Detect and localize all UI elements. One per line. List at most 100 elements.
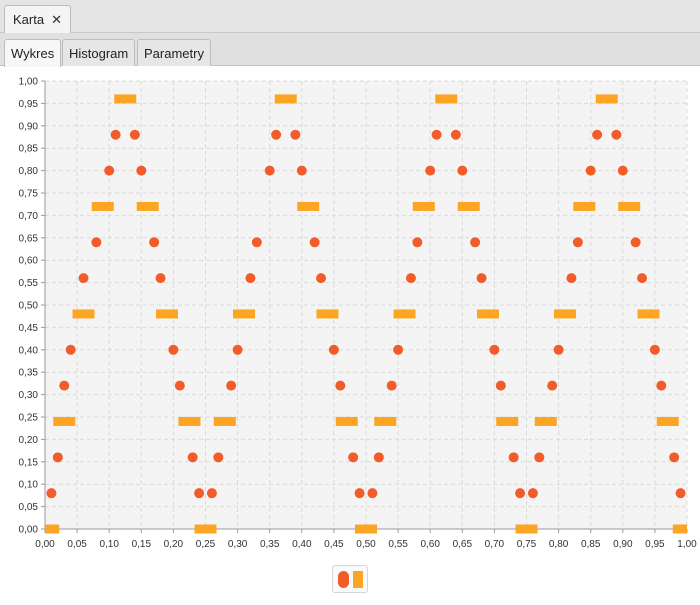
x-tick-label: 0,60 (420, 539, 440, 550)
bar-marker (457, 201, 480, 211)
data-point (104, 165, 115, 176)
bar-marker (412, 201, 435, 211)
data-point (328, 344, 339, 355)
bar-marker (355, 524, 377, 534)
data-point (553, 344, 564, 355)
tab-parametry[interactable]: Parametry (137, 39, 211, 66)
data-point (393, 344, 404, 355)
document-tab-bar: Karta ✕ (0, 0, 700, 33)
y-tick-label: 0,95 (19, 99, 39, 110)
data-point (59, 380, 70, 391)
data-point (527, 488, 538, 499)
bar-marker (178, 416, 201, 426)
data-point (354, 488, 365, 499)
y-tick-label: 0,55 (19, 278, 39, 289)
x-tick-label: 0,35 (260, 539, 280, 550)
data-point (271, 129, 282, 140)
bar-marker (534, 416, 557, 426)
y-tick-label: 0,20 (19, 435, 39, 446)
data-point (149, 237, 160, 248)
data-point (187, 452, 198, 463)
close-icon[interactable]: ✕ (51, 11, 62, 27)
tab-histogram[interactable]: Histogram (62, 39, 136, 66)
bar-marker (45, 524, 60, 534)
y-tick-label: 0,85 (19, 144, 39, 155)
data-point (335, 380, 346, 391)
bar-marker (155, 309, 178, 319)
y-tick-label: 0,90 (19, 121, 39, 132)
data-point (592, 129, 603, 140)
data-point (669, 452, 680, 463)
bar-marker (374, 416, 397, 426)
data-point (245, 273, 256, 284)
document-tab-label: Karta (13, 12, 45, 27)
bar-marker (194, 524, 217, 534)
data-point (431, 129, 442, 140)
data-point (290, 129, 301, 140)
data-point (405, 273, 416, 284)
data-point (316, 273, 327, 284)
x-tick-label: 0,75 (517, 539, 537, 550)
document-tab-karta[interactable]: Karta ✕ (4, 5, 71, 33)
data-point (585, 165, 596, 176)
y-tick-label: 1,00 (19, 77, 39, 88)
bar-marker (573, 201, 596, 211)
data-point (470, 237, 481, 248)
chart-legend[interactable] (332, 565, 368, 593)
bar-marker (656, 416, 679, 426)
data-point (194, 488, 205, 499)
y-tick-label: 0,65 (19, 233, 39, 244)
data-point (630, 237, 641, 248)
x-tick-label: 0,25 (196, 539, 216, 550)
data-point (155, 273, 166, 284)
data-point (617, 165, 628, 176)
x-tick-label: 0,85 (581, 539, 601, 550)
data-point (78, 273, 89, 284)
scatter-chart: 0,00 0,05 0,10 0,15 0,20 0,25 0,30 0,35 0,40 0,45… (19, 77, 698, 551)
y-tick-label: 0,15 (19, 457, 39, 468)
tab-wykres[interactable]: Wykres (4, 39, 62, 67)
data-point (296, 165, 307, 176)
bar-marker (618, 201, 641, 211)
data-point (495, 380, 506, 391)
bar-marker (335, 416, 358, 426)
bar-marker (136, 201, 159, 211)
bar-marker (297, 201, 320, 211)
circle-series-icon (338, 571, 349, 588)
data-point (65, 344, 76, 355)
bar-marker (672, 524, 687, 534)
y-tick-label: 0,35 (19, 368, 39, 379)
bar-marker (515, 524, 538, 534)
data-point (309, 237, 320, 248)
data-point (110, 129, 121, 140)
view-tab-bar: Wykres Histogram Parametry (0, 33, 700, 67)
data-point (206, 488, 217, 499)
data-point (386, 380, 397, 391)
data-point (129, 129, 140, 140)
data-point (508, 452, 519, 463)
data-point (412, 237, 423, 248)
data-point (450, 129, 461, 140)
bar-marker (53, 416, 76, 426)
chart-area: 0,00 0,05 0,10 0,15 0,20 0,25 0,30 0,35 0,40 0,45… (0, 66, 700, 600)
bar-marker (435, 94, 458, 104)
y-tick-label: 0,30 (19, 390, 39, 401)
y-tick-label: 0,80 (19, 166, 39, 177)
data-point (572, 237, 583, 248)
bar-marker (72, 309, 95, 319)
data-point (515, 488, 526, 499)
x-tick-label: 0,05 (67, 539, 87, 550)
data-point (457, 165, 468, 176)
x-tick-label: 0,55 (388, 539, 408, 550)
x-tick-label: 0,30 (228, 539, 248, 550)
data-point (348, 452, 359, 463)
x-tick-label: 1,00 (677, 539, 697, 550)
bar-marker (114, 94, 137, 104)
data-point (264, 165, 275, 176)
bar-marker (213, 416, 236, 426)
y-tick-label: 0,70 (19, 211, 39, 222)
y-tick-label: 0,10 (19, 480, 39, 491)
data-point (232, 344, 243, 355)
bar-marker (91, 201, 114, 211)
bar-marker (554, 309, 577, 319)
